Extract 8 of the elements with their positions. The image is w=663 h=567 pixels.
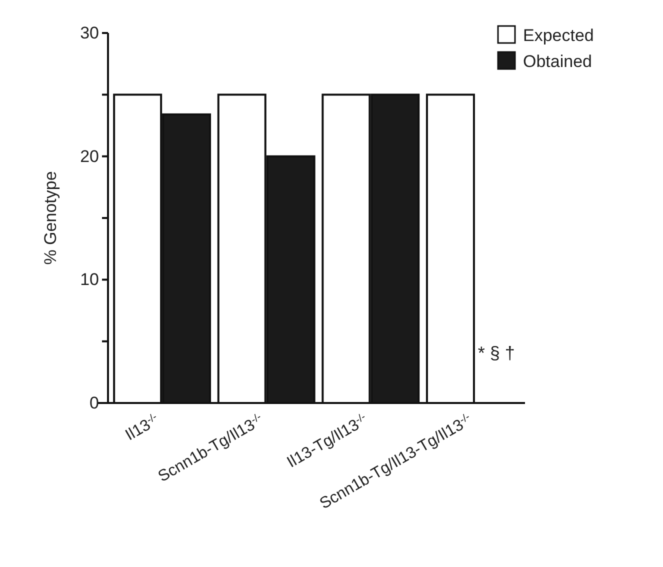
y-tick-label: 20: [80, 146, 99, 166]
legend-label: Expected: [523, 26, 594, 45]
legend-label: Obtained: [523, 52, 592, 71]
y-tick-label: 10: [80, 270, 99, 290]
y-tick-label: 30: [80, 23, 99, 42]
y-tick-label: 0: [90, 393, 99, 412]
annotation: * § †: [478, 343, 515, 363]
y-axis-title: % Genotype: [41, 171, 60, 265]
